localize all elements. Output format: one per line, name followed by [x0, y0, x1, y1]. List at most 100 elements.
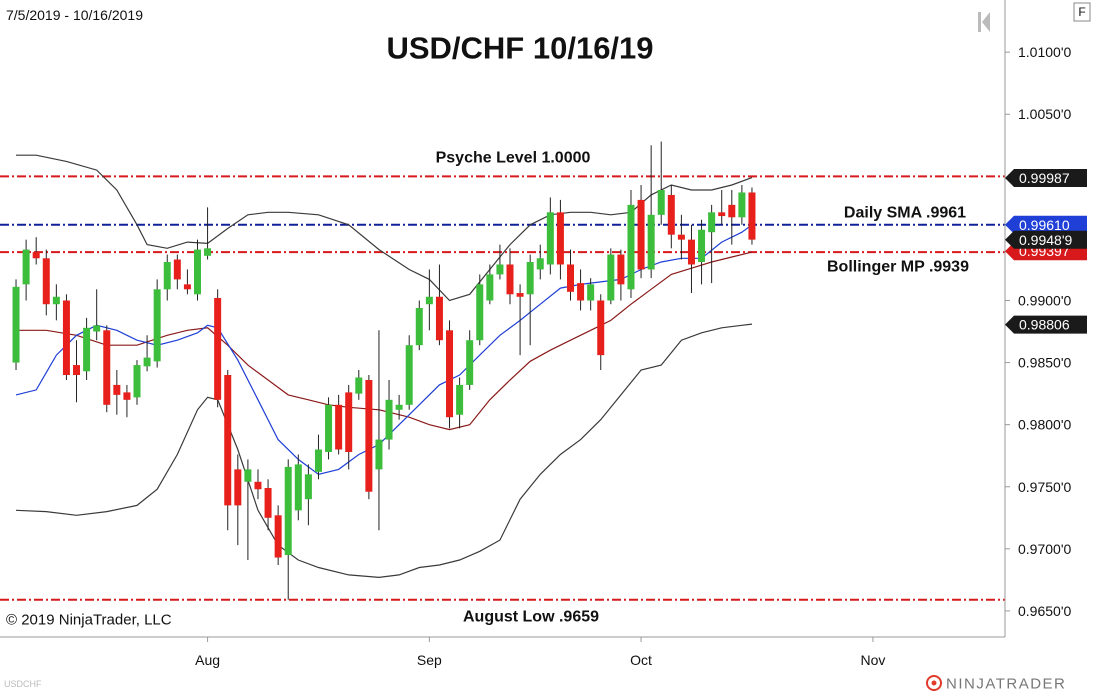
candle-body [395, 404, 403, 410]
y-tick-label: 0.9900'0 [1018, 292, 1071, 308]
candle-body [83, 327, 91, 372]
plot-area [0, 141, 1005, 601]
candle-body [173, 259, 181, 280]
logo-icon [926, 675, 942, 691]
candle-body [607, 254, 615, 301]
candle-body [687, 239, 695, 265]
price-tag [1005, 230, 1087, 249]
candle-body [93, 325, 101, 332]
candle-body [325, 404, 333, 452]
candle-body [506, 264, 514, 295]
candle-body [234, 469, 242, 506]
y-tick-label: 0.9850'0 [1018, 355, 1071, 371]
candle-body [466, 340, 474, 385]
candle-body [496, 264, 504, 275]
candle-body [143, 357, 151, 367]
candle-body [22, 249, 30, 285]
y-tick-label: 1.0050'0 [1018, 106, 1071, 122]
candle-body [113, 384, 121, 395]
candle-body [204, 248, 212, 256]
watermark: USDCHF [4, 679, 42, 689]
candle-body [304, 474, 312, 500]
candle-body [657, 189, 665, 215]
x-tick-label: Nov [860, 652, 885, 668]
candle-body [446, 330, 454, 418]
candle-body [294, 464, 302, 511]
candle-body [637, 199, 645, 270]
candle-body [62, 300, 70, 375]
logo-dot [931, 680, 937, 686]
logo-ring [926, 675, 942, 691]
candle-body [435, 296, 443, 341]
y-tick-label: 0.9650'0 [1018, 603, 1071, 619]
candle-body [516, 293, 524, 297]
candle-body [254, 481, 262, 490]
indicator-line [15, 323, 753, 579]
corner-button[interactable]: F [1078, 5, 1085, 19]
candle-body [425, 296, 433, 305]
y-tick-label: 1.0100'0 [1018, 44, 1071, 60]
x-tick-label: Oct [630, 652, 652, 668]
candle-body [415, 307, 423, 346]
indicator-line [16, 251, 753, 431]
icon-bar [978, 12, 981, 32]
x-tick-label: Aug [195, 652, 220, 668]
candle-body [536, 258, 544, 270]
candle-body [52, 296, 60, 305]
candle-body [163, 262, 171, 290]
corner-button-box[interactable] [1073, 2, 1091, 22]
candle-body [224, 374, 232, 506]
icon-arrow [982, 12, 990, 32]
level-label: Daily SMA .9961 [844, 205, 966, 222]
candle-body [123, 392, 131, 400]
candle-body [486, 274, 494, 301]
candle-body [566, 264, 574, 292]
level-label: Psyche Level 1.0000 [436, 150, 591, 167]
candle-body [12, 286, 20, 363]
candle-body [698, 229, 706, 263]
candle-body [647, 214, 655, 270]
candle-body [627, 204, 635, 290]
candle-body [617, 254, 625, 285]
candle-body [556, 212, 564, 265]
candle-body [193, 249, 201, 295]
candle-body [405, 345, 413, 405]
level-label: Bollinger MP .9939 [827, 259, 969, 276]
price-tag [1005, 315, 1087, 334]
candle-body [73, 365, 81, 375]
x-tick-label: Sep [417, 652, 442, 668]
candle-body [748, 192, 756, 240]
candle-body [546, 212, 554, 265]
candle-body [587, 284, 595, 301]
candle-body [375, 439, 383, 470]
price-tag-label: 0.98806 [1019, 317, 1070, 333]
copyright: © 2019 NinjaTrader, LLC [6, 612, 172, 629]
candle-body [274, 515, 282, 558]
candle-body [153, 289, 161, 362]
candle-body [264, 487, 272, 518]
price-tag-label: 0.99987 [1019, 170, 1070, 186]
candle-body [728, 204, 736, 218]
price-tag [1005, 215, 1087, 234]
candle-body [42, 258, 50, 305]
candle-body [133, 365, 141, 398]
chart-title: USD/CHF 10/16/19 [386, 31, 653, 66]
price-tag [1005, 168, 1087, 187]
candle-body [214, 298, 222, 400]
candle-body [667, 194, 675, 235]
candle-body [345, 392, 353, 452]
candle-body [476, 284, 484, 341]
candle-body [718, 212, 726, 217]
candle-body [677, 234, 685, 240]
candle-body [314, 449, 322, 472]
scroll-end-icon[interactable] [978, 12, 990, 32]
candle-body [355, 377, 363, 394]
candle-body [284, 466, 292, 556]
candle-body [597, 300, 605, 356]
date-range: 7/5/2019 - 10/16/2019 [6, 7, 143, 23]
candle-body [708, 212, 716, 233]
candle-body [335, 404, 343, 450]
candle-body [526, 262, 534, 295]
